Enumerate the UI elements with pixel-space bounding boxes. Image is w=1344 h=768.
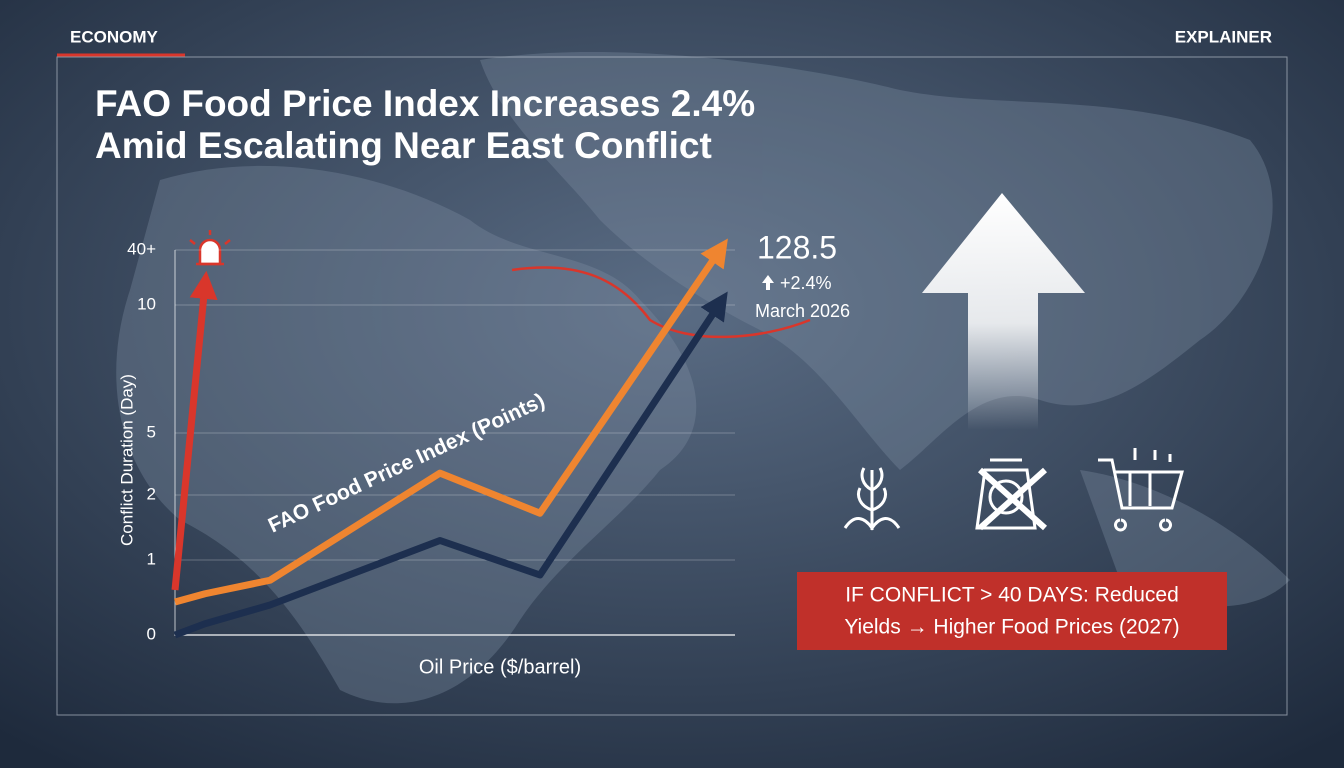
callout-date: March 2026 <box>755 301 850 321</box>
warning-box <box>797 572 1227 650</box>
y-tick-label: 5 <box>147 422 156 441</box>
tag-label: EXPLAINER <box>1175 27 1272 46</box>
y-tick-label: 2 <box>147 484 156 503</box>
callout-change: +2.4% <box>780 273 832 293</box>
siren-icon <box>189 230 231 266</box>
title-line: FAO Food Price Index Increases 2.4% <box>95 83 755 124</box>
y-axis-label: Conflict Duration (Day) <box>117 374 136 546</box>
section-label: ECONOMY <box>70 27 159 46</box>
title-line: Amid Escalating Near East Conflict <box>95 125 712 166</box>
map <box>116 51 1290 704</box>
x-axis-label: Oil Price ($/barrel) <box>419 656 581 678</box>
icons <box>843 448 1184 532</box>
frame <box>56 56 1288 716</box>
warning-line: IF CONFLICT > 40 DAYS: Reduced <box>845 584 1179 607</box>
y-tick-label: 1 <box>147 549 156 568</box>
big-arrow <box>922 193 1085 430</box>
region-outline <box>511 266 811 339</box>
series-line <box>174 238 728 606</box>
y-tick-label: 40+ <box>127 239 156 258</box>
series-line <box>171 270 218 591</box>
callout-value: 128.5 <box>757 229 837 265</box>
up-icon <box>762 275 774 290</box>
series-line <box>173 291 728 639</box>
warning-line: Yields → Higher Food Prices (2027) <box>844 616 1179 639</box>
y-tick-label: 0 <box>147 624 156 643</box>
y-tick-label: 10 <box>137 294 156 313</box>
